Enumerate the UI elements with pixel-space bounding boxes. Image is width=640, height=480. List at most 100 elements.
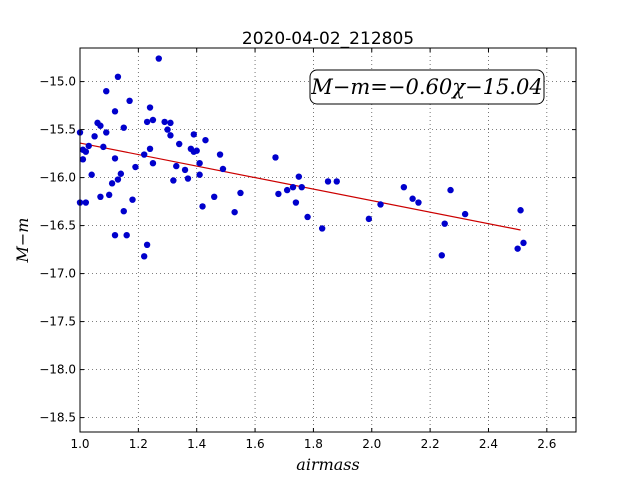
data-point: [85, 142, 92, 150]
y-tick-label: −17.0: [39, 267, 76, 281]
data-point: [196, 171, 203, 178]
data-point: [211, 193, 218, 200]
data-point: [108, 180, 116, 187]
y-tick-label: −18.5: [39, 411, 76, 425]
data-point: [91, 133, 98, 140]
data-point: [400, 184, 408, 191]
data-point: [149, 116, 157, 124]
data-point: [82, 199, 90, 206]
data-point: [275, 190, 282, 198]
data-point: [88, 171, 95, 178]
x-tick-label: 1.8: [304, 437, 323, 451]
data-point: [231, 208, 238, 216]
data-point: [441, 220, 448, 227]
x-tick-labels: 1.0 1.2 1.4 1.6 1.8 2.0 2.2 2.4 2.6: [70, 437, 556, 451]
data-point: [295, 173, 303, 180]
x-tick-label: 2.6: [537, 437, 556, 451]
data-point: [184, 175, 192, 182]
data-point: [111, 232, 119, 239]
data-point: [79, 156, 87, 163]
data-point: [170, 177, 177, 184]
data-point: [181, 166, 189, 174]
data-point: [520, 239, 527, 247]
data-point: [103, 129, 110, 136]
data-point: [365, 215, 373, 223]
data-point: [140, 253, 148, 260]
fit-annotation: M−m=−0.60χ−15.04: [309, 69, 545, 105]
data-point: [447, 186, 454, 194]
data-point: [193, 147, 200, 154]
y-tick-label: −16.0: [39, 171, 76, 185]
data-point: [237, 189, 244, 197]
data-point: [377, 201, 384, 208]
annotation-text: M−m=−0.60χ−15.04: [310, 75, 542, 99]
y-tick-label: −18.0: [39, 363, 76, 377]
data-point: [129, 196, 136, 203]
data-point: [100, 143, 107, 151]
y-tick-labels: −15.0 −15.5 −16.0 −16.5 −17.0 −17.5 −18.0 −18.5: [39, 75, 76, 425]
y-tick-label: −15.0: [39, 75, 76, 89]
data-point: [82, 148, 90, 155]
data-point: [111, 108, 119, 115]
x-tick-label: 2.4: [479, 437, 498, 451]
data-point: [167, 132, 174, 139]
y-tick-label: −17.5: [39, 315, 76, 329]
data-point: [123, 232, 130, 239]
data-point: [289, 184, 297, 191]
data-point: [324, 178, 332, 185]
data-point: [173, 162, 180, 170]
data-point: [114, 73, 122, 81]
data-point: [202, 136, 209, 144]
data-point: [143, 118, 151, 126]
data-point: [199, 203, 206, 210]
y-tick-label: −15.5: [39, 123, 76, 137]
data-point: [461, 210, 469, 218]
data-point: [146, 145, 154, 152]
chart-title: 2020-04-02_212805: [242, 29, 414, 49]
x-tick-label: 1.6: [246, 437, 265, 451]
x-tick-label: 2.2: [421, 437, 440, 451]
data-point: [292, 199, 300, 206]
data-point: [111, 155, 119, 162]
data-points: [76, 55, 527, 260]
data-point: [304, 213, 311, 221]
data-point: [298, 184, 305, 191]
data-point: [143, 241, 151, 248]
x-tick-label: 1.2: [129, 437, 148, 451]
data-point: [120, 124, 127, 131]
data-point: [415, 199, 422, 206]
data-point: [140, 151, 148, 158]
data-point: [146, 104, 154, 111]
x-tick-label: 2.0: [362, 437, 381, 451]
data-point: [196, 160, 203, 167]
data-point: [155, 55, 162, 62]
data-point: [105, 191, 113, 199]
data-point: [333, 178, 340, 185]
data-point: [272, 154, 279, 161]
data-point: [219, 165, 227, 173]
data-point: [190, 131, 197, 138]
data-point: [318, 225, 326, 232]
y-tick-label: −16.5: [39, 219, 76, 233]
data-point: [114, 176, 122, 183]
data-point: [164, 126, 171, 133]
data-point: [103, 88, 110, 95]
y-axis-label: M−m: [13, 218, 32, 264]
data-point: [97, 193, 104, 200]
data-point: [438, 252, 445, 259]
x-tick-label: 1.4: [187, 437, 206, 451]
data-point: [126, 97, 133, 105]
x-tick-label: 1.0: [70, 437, 89, 451]
axes-frame: [79, 47, 577, 433]
data-point: [120, 208, 127, 215]
data-point: [149, 160, 157, 167]
data-point: [216, 151, 224, 158]
data-point: [283, 186, 291, 194]
ticks: [79, 48, 576, 432]
annotation-box: [309, 69, 545, 105]
x-axis-label: airmass: [296, 455, 359, 474]
plot-area: [80, 48, 576, 432]
data-point: [167, 119, 174, 127]
data-point: [161, 118, 168, 126]
